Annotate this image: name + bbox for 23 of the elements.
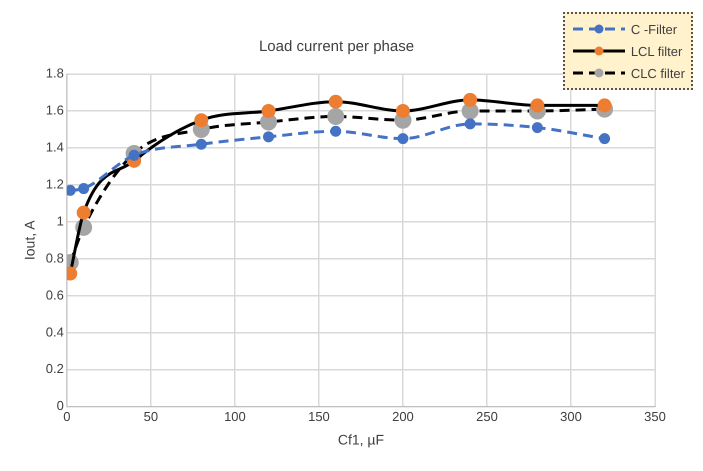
x-tick-label: 350 (644, 408, 666, 424)
x-tick-label: 300 (560, 408, 582, 424)
y-tick-label: 1 (56, 213, 64, 228)
y-tick-label: 0.6 (46, 287, 64, 302)
y-tick-label: 1.8 (46, 66, 64, 81)
legend-label: CLC filter (630, 66, 685, 80)
x-tick-label: 50 (144, 408, 158, 424)
x-axis-title: Cf1, µF (338, 431, 384, 448)
x-tick-label: 200 (392, 408, 414, 424)
y-tick-label: 1.6 (46, 102, 64, 118)
y-tick-label: 1.2 (46, 176, 64, 192)
x-tick-label: 250 (476, 408, 498, 424)
legend-label: C -Filter (630, 22, 678, 36)
y-tick-label: 0 (56, 398, 64, 414)
y-tick-label: 0.4 (46, 324, 64, 340)
x-tick-label: 150 (308, 408, 330, 424)
y-tick-label: 1.4 (46, 139, 64, 154)
y-tick-label: 0.8 (46, 250, 64, 266)
x-tick-label: 100 (224, 408, 246, 424)
y-tick-label: 0.2 (46, 361, 64, 376)
chart-title: Load current per phase (258, 38, 414, 56)
y-axis-title: Iout, A (21, 220, 38, 260)
legend-label: LCL filter (630, 44, 682, 58)
